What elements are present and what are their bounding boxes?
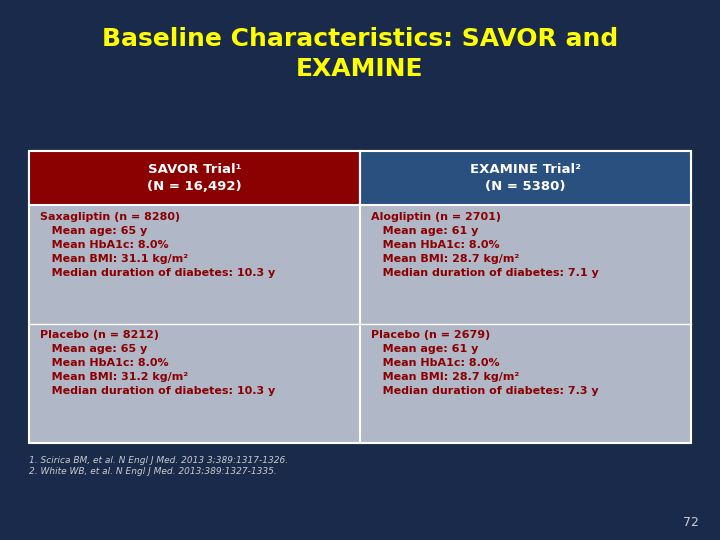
- Text: EXAMINE Trial²
(N = 5380): EXAMINE Trial² (N = 5380): [470, 163, 581, 193]
- Text: Placebo (n = 2679)
   Mean age: 61 y
   Mean HbA1c: 8.0%
   Mean BMI: 28.7 kg/m²: Placebo (n = 2679) Mean age: 61 y Mean H…: [371, 330, 598, 396]
- Bar: [29, 151, 691, 443]
- Text: 72: 72: [683, 516, 698, 529]
- Text: 1. Scirica BM, et al. N Engl J Med. 2013 3;389:1317-1326.
2. White WB, et al. N : 1. Scirica BM, et al. N Engl J Med. 2013…: [29, 456, 288, 476]
- Text: Placebo (n = 8212)
   Mean age: 65 y
   Mean HbA1c: 8.0%
   Mean BMI: 31.2 kg/m²: Placebo (n = 8212) Mean age: 65 y Mean H…: [40, 330, 275, 396]
- Bar: [360, 151, 691, 205]
- Text: Alogliptin (n = 2701)
   Mean age: 61 y
   Mean HbA1c: 8.0%
   Mean BMI: 28.7 kg: Alogliptin (n = 2701) Mean age: 61 y Mea…: [371, 212, 598, 278]
- Text: Baseline Characteristics: SAVOR and
EXAMINE: Baseline Characteristics: SAVOR and EXAM…: [102, 27, 618, 80]
- Text: SAVOR Trial¹
(N = 16,492): SAVOR Trial¹ (N = 16,492): [147, 163, 242, 193]
- Bar: [29, 151, 360, 205]
- Text: Saxagliptin (n = 8280)
   Mean age: 65 y
   Mean HbA1c: 8.0%
   Mean BMI: 31.1 k: Saxagliptin (n = 8280) Mean age: 65 y Me…: [40, 212, 275, 278]
